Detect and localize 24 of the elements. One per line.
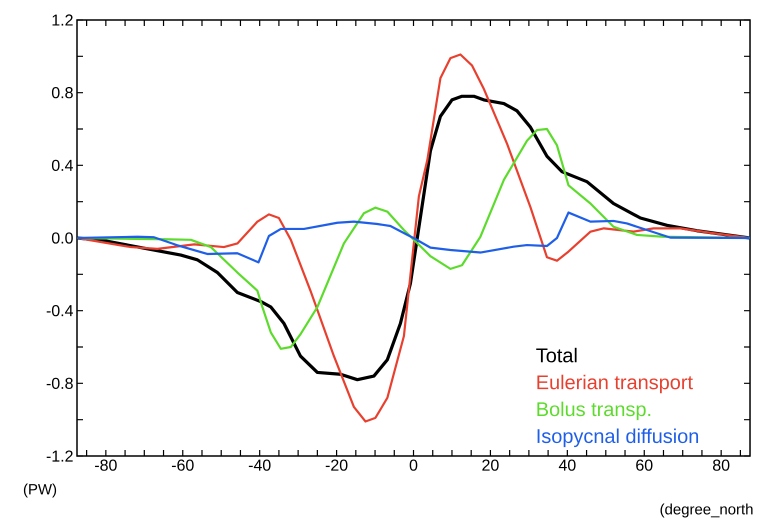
y-tick-label: -1.2 xyxy=(46,450,73,462)
x-tick-label: -80 xyxy=(95,460,117,471)
x-axis-title: (degree_north xyxy=(660,504,753,518)
x-tick-label: 60 xyxy=(636,460,652,471)
x-tick-label: 80 xyxy=(712,460,730,471)
y-axis-title: (PW) xyxy=(24,484,56,498)
x-tick-label: 20 xyxy=(482,460,499,471)
text: Bolus transp. xyxy=(537,402,650,420)
text: Isopycnal diffusion xyxy=(538,428,698,448)
y-tick-label: 0.8 xyxy=(52,87,73,98)
x-tick-label: 0 xyxy=(410,460,418,471)
x-tick-label: 40 xyxy=(558,460,576,471)
line-series xyxy=(77,211,750,264)
x-tick-label: -20 xyxy=(326,460,348,471)
line-series xyxy=(77,53,750,423)
y-tick-label: -0.4 xyxy=(46,305,74,316)
x-tick-label: -60 xyxy=(172,460,194,471)
y-tick-label: 1.2 xyxy=(52,14,73,26)
y-tick-label: 0.0 xyxy=(52,232,73,244)
y-tick-label: 0.4 xyxy=(52,160,74,171)
x-tick-label: -40 xyxy=(248,460,271,471)
text: Eulerian transport xyxy=(537,374,693,394)
y-tick-label: -0.8 xyxy=(46,378,73,389)
text: Total xyxy=(536,348,577,362)
